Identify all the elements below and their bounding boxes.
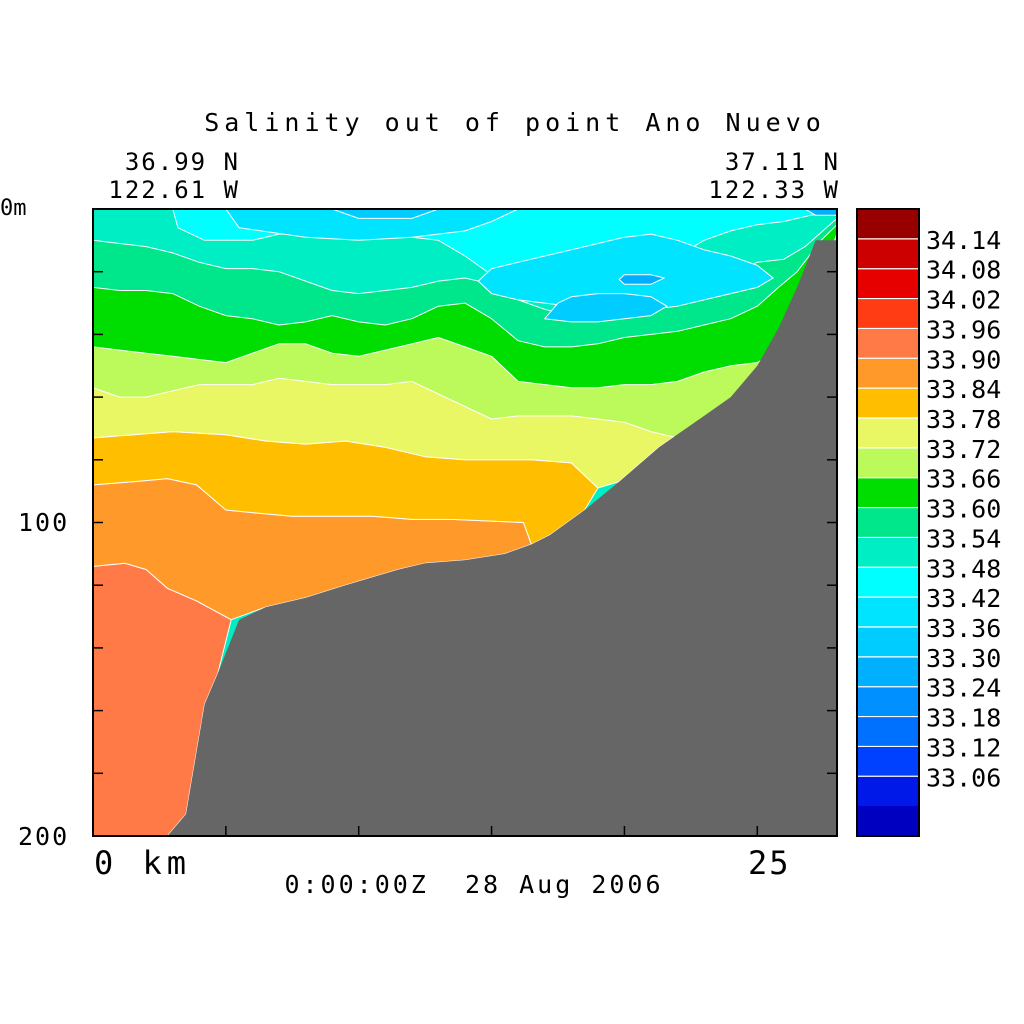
chart-timestamp: 0:00:00Z 28 Aug 2006: [284, 870, 664, 899]
colorbar-label-6: 33.78: [926, 405, 1001, 434]
colorbar-swatch-4: [857, 328, 919, 359]
end-longitude: 122.33 W: [708, 176, 840, 204]
colorbar-swatch-15: [857, 656, 919, 688]
salinity-field-33-36-10: [544, 293, 668, 323]
colorbar-swatch-8: [857, 447, 919, 479]
colorbar-swatch-18: [857, 746, 919, 777]
colorbar-label-16: 33.18: [926, 704, 1001, 733]
chart-title: Salinity out of point Ano Nuevo: [204, 108, 826, 137]
colorbar-frame: [856, 208, 920, 837]
colorbar-swatch-10: [857, 507, 919, 538]
plot-frame: [92, 208, 838, 837]
start-latitude: 36.99 N: [124, 148, 240, 176]
colorbar-label-5: 33.84: [926, 375, 1001, 404]
axis-ticks: [93, 270, 837, 836]
colorbar-swatch-3: [857, 298, 919, 329]
colorbar-swatch-7: [857, 418, 919, 449]
x-tick-label-25: 25: [748, 844, 791, 882]
salinity-field-33-36-13: [331, 209, 439, 219]
colorbar-label-4: 33.90: [926, 345, 1001, 374]
colorbar-label-3: 33.96: [926, 315, 1001, 344]
colorbar-label-9: 33.60: [926, 495, 1001, 524]
colorbar-swatch-13: [857, 597, 919, 628]
colorbar-swatch-1: [857, 238, 919, 270]
colorbar-label-18: 33.06: [926, 763, 1001, 792]
colorbar-swatch-2: [857, 268, 919, 300]
colorbar-swatch-0: [857, 209, 919, 240]
seafloor-bathymetry: [167, 240, 837, 836]
colorbar-label-12: 33.42: [926, 584, 1001, 613]
y-tick-label-0: 0m: [0, 196, 27, 221]
colorbar-label-17: 33.12: [926, 733, 1001, 762]
colorbar-label-8: 33.66: [926, 465, 1001, 494]
colorbar-swatch-5: [857, 358, 919, 389]
salinity-contour-fields: [93, 209, 837, 836]
colorbar-label-13: 33.36: [926, 614, 1001, 643]
colorbar-label-0: 34.14: [926, 226, 1001, 255]
salinity-field-33-42-12: [225, 209, 519, 241]
y-tick-label-100: 100: [18, 508, 70, 537]
start-longitude: 122.61 W: [108, 176, 240, 204]
y-tick-label-200: 200: [18, 822, 70, 851]
colorbar-label-11: 33.48: [926, 554, 1001, 583]
colorbar-swatch-14: [857, 627, 919, 658]
colorbar-label-15: 33.24: [926, 674, 1001, 703]
colorbar-label-14: 33.30: [926, 644, 1001, 673]
colorbar-swatch-12: [857, 567, 919, 598]
colorbar-swatch-17: [857, 716, 919, 747]
colorbar-label-2: 34.02: [926, 286, 1001, 315]
colorbar-swatch-16: [857, 686, 919, 718]
colorbar-label-7: 33.72: [926, 435, 1001, 464]
x-tick-label-0: 0 km: [94, 844, 192, 882]
end-latitude: 37.11 N: [724, 148, 840, 176]
colorbar-swatch-6: [857, 388, 919, 419]
colorbar-label-1: 34.08: [926, 256, 1001, 285]
colorbar: 34.1434.0834.0233.9633.9033.8433.7833.72…: [856, 208, 1001, 837]
colorbar-label-10: 33.54: [926, 524, 1001, 553]
colorbar-swatch-20: [857, 806, 919, 837]
salinity-field-33-30-14: [804, 209, 837, 216]
colorbar-swatch-19: [857, 776, 919, 807]
colorbar-swatch-9: [857, 477, 919, 509]
salinity-field-33-30-11: [618, 274, 665, 285]
colorbar-swatch-11: [857, 537, 919, 568]
